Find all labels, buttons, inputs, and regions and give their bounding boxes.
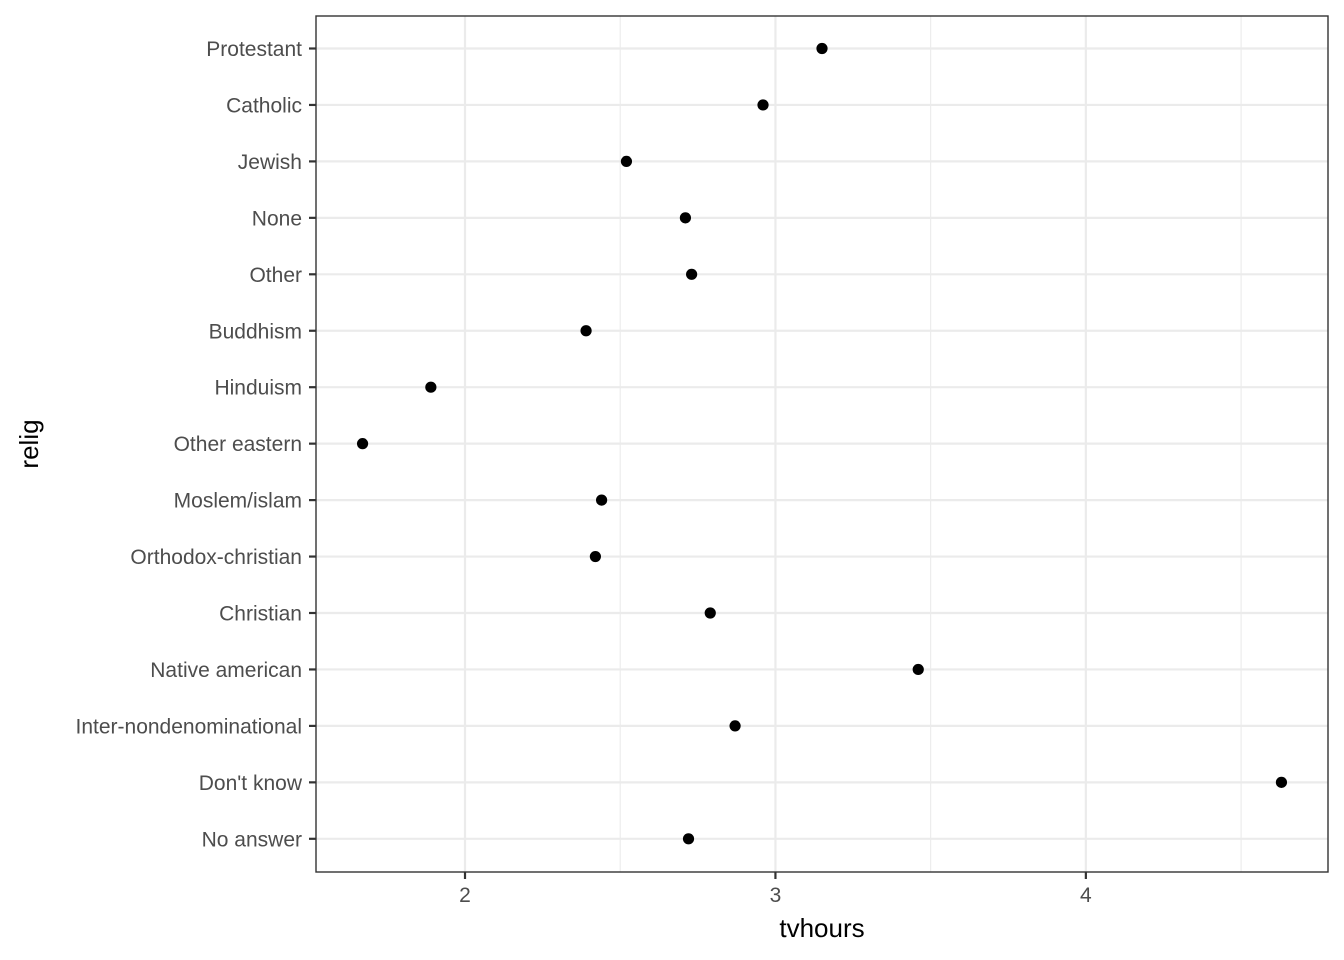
- data-point: [595, 494, 608, 506]
- data-point: [729, 720, 741, 732]
- y-tick-label: Buddhism: [209, 320, 302, 343]
- y-tick-label: Moslem/islam: [174, 490, 302, 513]
- y-tick-label: Native american: [150, 659, 302, 682]
- data-points: [356, 42, 1288, 845]
- data-point: [1275, 776, 1288, 788]
- y-tick-label: Protestant: [206, 38, 302, 61]
- data-point: [620, 155, 633, 167]
- data-point: [682, 833, 695, 845]
- y-axis-title: relig: [14, 419, 44, 468]
- y-tick-label: Jewish: [238, 151, 302, 174]
- x-tick-label: 3: [770, 884, 782, 907]
- data-point: [589, 550, 601, 563]
- y-tick-label: Inter-nondenominational: [76, 715, 303, 738]
- data-point: [679, 212, 692, 224]
- data-point: [356, 438, 369, 450]
- y-tick-label: Hinduism: [214, 377, 302, 400]
- y-tick-label: Catholic: [226, 94, 302, 117]
- major-gridlines: [316, 16, 1328, 872]
- data-point: [704, 607, 716, 619]
- y-axis: Protestant Catholic Jewish None Other Buddhis…: [76, 38, 316, 851]
- y-tick-label: Other eastern: [174, 433, 302, 456]
- data-point: [425, 381, 437, 393]
- data-point: [580, 325, 592, 337]
- y-tick-label: No answer: [202, 828, 302, 851]
- data-point: [816, 42, 828, 55]
- x-tick-label: 2: [459, 884, 471, 907]
- x-axis-title: tvhours: [779, 913, 864, 943]
- data-point: [912, 663, 924, 676]
- y-tick-label: Don't know: [199, 772, 303, 795]
- x-axis: 2 3 4: [459, 872, 1092, 907]
- y-tick-label: Orthodox-christian: [130, 546, 302, 569]
- data-point: [757, 99, 769, 111]
- data-point: [686, 268, 698, 280]
- x-tick-label: 4: [1080, 884, 1092, 907]
- y-tick-label: None: [252, 207, 302, 230]
- y-tick-label: Christian: [219, 603, 302, 626]
- y-tick-label: Other: [249, 264, 302, 287]
